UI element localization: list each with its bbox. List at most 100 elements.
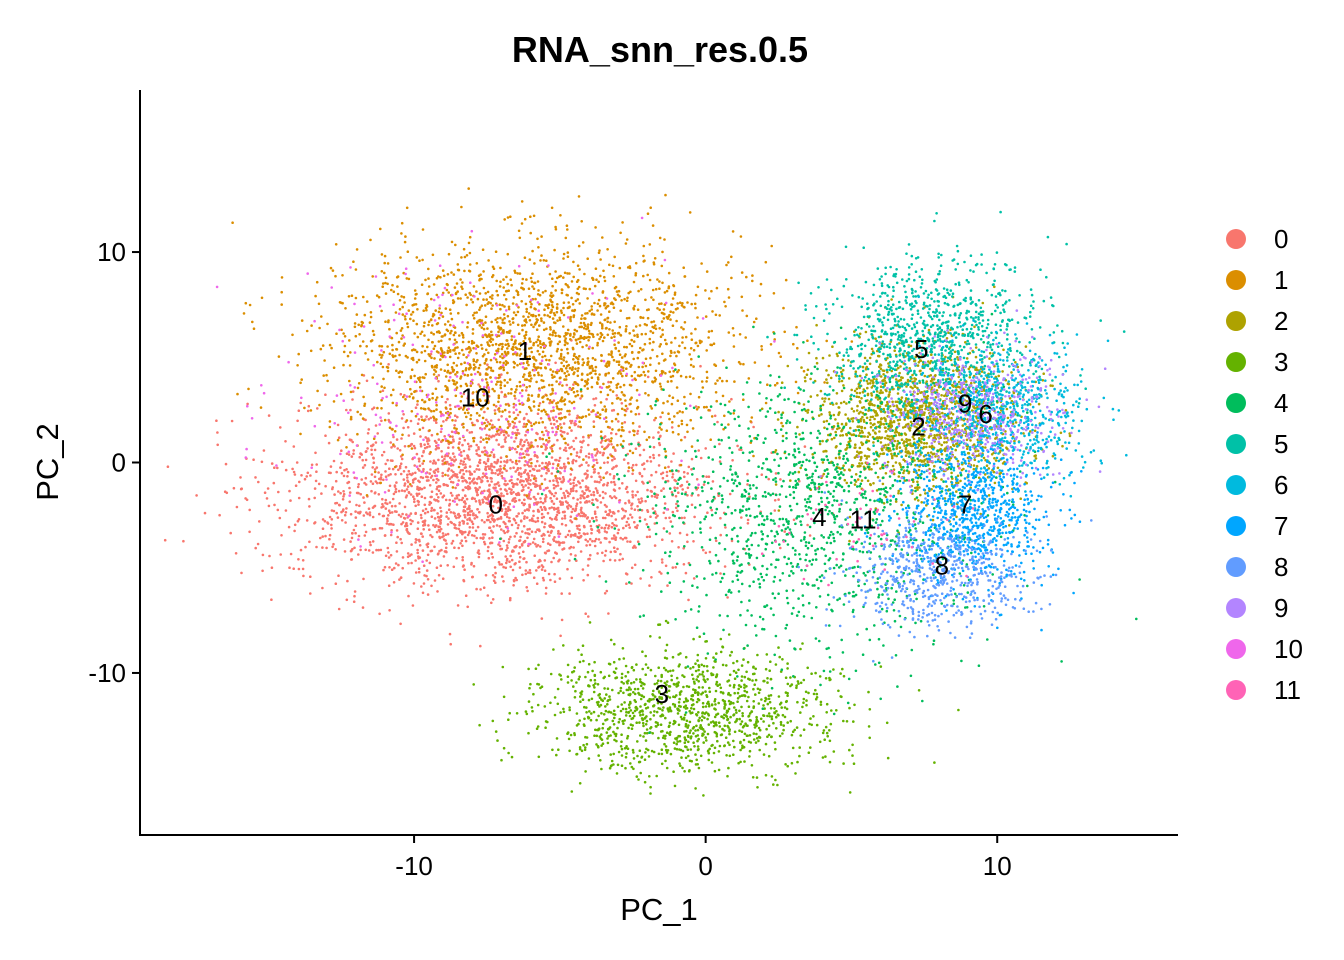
data-point [499,547,502,551]
data-point [488,339,492,342]
data-point [393,445,396,448]
data-point [658,236,662,240]
data-point [460,530,463,533]
data-point [484,467,487,471]
data-point [699,456,703,460]
data-point [599,331,603,335]
data-point [463,516,467,519]
data-point [540,564,544,567]
data-point [574,517,578,520]
data-point [498,410,501,413]
data-point [613,457,616,461]
data-point [564,524,568,527]
data-point [777,509,781,512]
data-point [601,490,605,494]
data-point [348,500,352,504]
data-point [280,290,284,294]
data-point [422,528,426,531]
data-point [850,340,854,343]
data-point [537,408,540,412]
data-point [425,574,428,578]
data-point [387,509,391,512]
data-point [442,534,445,538]
data-point [603,435,607,438]
data-point [589,524,593,528]
data-point [427,524,430,527]
data-point [353,590,357,593]
data-point [392,492,396,496]
data-point [405,419,409,422]
data-point [622,383,626,387]
data-point [402,478,406,481]
data-point [629,398,632,401]
data-point [587,339,590,342]
data-point [451,419,454,422]
data-point [651,288,655,292]
data-point [619,372,623,375]
data-point [364,548,368,552]
data-point [297,567,301,571]
data-point [488,537,491,540]
data-point [536,519,540,523]
data-point [330,527,333,530]
data-point [524,477,528,481]
data-point [608,473,612,476]
data-point [473,311,476,315]
data-point [560,466,563,470]
data-point [555,518,558,521]
data-point [806,523,809,527]
data-point [617,363,621,367]
data-point [701,386,705,389]
data-point [480,304,484,308]
data-point [515,531,518,535]
data-point [247,387,250,391]
data-point [486,465,490,468]
data-point [411,519,414,523]
data-point [472,564,476,568]
data-point [725,263,728,267]
data-point [535,582,539,585]
data-point [451,486,455,489]
data-point [608,540,611,544]
data-point [490,517,494,520]
data-point [612,480,616,484]
data-point [773,383,777,387]
data-point [577,425,580,428]
data-point [491,514,495,518]
data-point [473,497,477,501]
data-point [587,452,591,456]
data-point [640,497,643,500]
data-point [320,492,323,495]
data-point [517,471,521,475]
data-point [429,318,433,322]
data-point [318,326,321,330]
data-point [442,420,445,423]
data-point [383,534,387,537]
data-point [537,335,540,339]
data-point [398,375,401,379]
data-point [532,514,535,518]
data-point [562,276,565,279]
data-point [554,289,557,292]
data-point [581,358,585,361]
data-point [624,501,627,505]
data-point [551,426,554,430]
data-point [545,358,548,362]
data-point [491,510,495,513]
data-point [619,333,622,337]
data-point [449,491,453,495]
data-point [380,407,383,410]
data-point [470,480,474,483]
data-point [534,421,538,424]
data-point [578,340,582,344]
data-point [512,579,516,583]
data-point [512,466,515,470]
data-point [502,580,505,583]
data-point [449,464,453,467]
data-point [645,523,649,526]
data-point [430,490,434,494]
data-point [387,489,391,492]
data-point [499,487,503,491]
data-point [865,416,869,420]
data-point [410,368,414,372]
